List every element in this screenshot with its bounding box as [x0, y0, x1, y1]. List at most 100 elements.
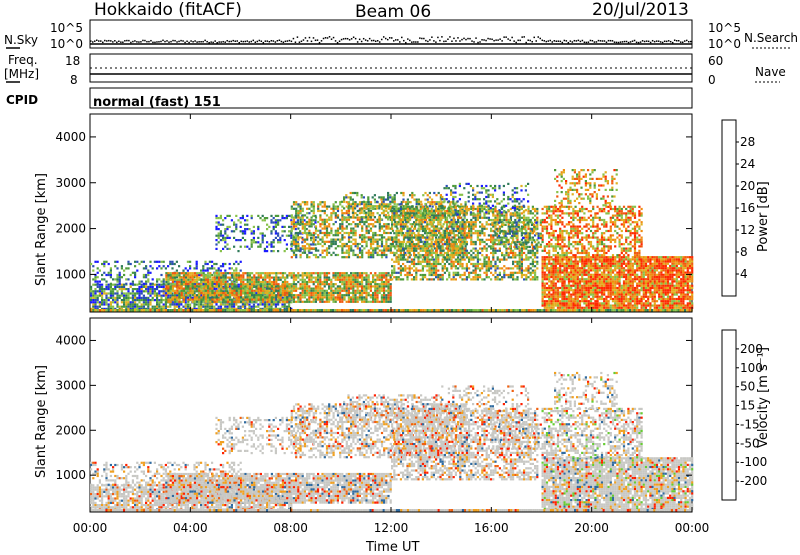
data-cell — [350, 216, 352, 218]
data-cell — [176, 279, 178, 281]
data-cell — [293, 228, 295, 230]
data-cell — [383, 288, 385, 290]
data-cell — [280, 285, 282, 287]
data-cell — [324, 296, 326, 298]
data-cell — [262, 290, 264, 292]
data-cell — [291, 230, 293, 232]
data-cell — [439, 215, 441, 217]
data-cell — [332, 299, 334, 301]
data-cell — [121, 299, 123, 301]
data-cell — [457, 261, 459, 263]
data-cell — [393, 252, 395, 254]
data-cell — [417, 223, 419, 225]
data-cell — [446, 232, 448, 234]
nsky-point — [471, 40, 473, 42]
data-cell — [453, 278, 455, 280]
data-cell — [411, 243, 413, 245]
data-cell — [240, 290, 242, 292]
data-cell — [249, 274, 251, 276]
data-cell — [341, 221, 343, 223]
nsky-point — [477, 42, 479, 44]
data-cell — [435, 206, 437, 208]
data-cell — [393, 232, 395, 234]
data-cell — [417, 219, 419, 221]
data-cell — [286, 281, 288, 283]
data-cell — [211, 288, 213, 290]
data-cell — [183, 272, 185, 274]
data-cell — [247, 285, 249, 287]
data-cell — [361, 256, 363, 258]
nsky-point — [140, 41, 142, 43]
data-cell — [291, 299, 293, 301]
nsky-point — [226, 40, 228, 42]
data-cell — [277, 283, 279, 285]
data-cell — [363, 223, 365, 225]
data-cell — [411, 241, 413, 243]
data-cell — [326, 236, 328, 238]
data-cell — [310, 292, 312, 294]
data-cell — [391, 221, 393, 223]
data-cell — [255, 241, 257, 243]
nsky-point — [546, 41, 548, 43]
data-cell — [310, 290, 312, 292]
data-cell — [134, 288, 136, 290]
data-cell — [453, 206, 455, 208]
data-cell — [200, 283, 202, 285]
data-cell — [165, 267, 167, 269]
data-cell — [433, 259, 435, 261]
data-cell — [411, 263, 413, 265]
data-cell — [355, 243, 357, 245]
data-cell — [372, 205, 374, 207]
data-cell — [385, 294, 387, 296]
data-cell — [352, 250, 354, 252]
data-cell — [240, 296, 242, 298]
data-cell — [356, 205, 358, 207]
data-cell — [288, 288, 290, 290]
data-cell — [453, 226, 455, 228]
data-cell — [112, 288, 114, 290]
data-cell — [319, 279, 321, 281]
data-cell — [121, 292, 123, 294]
data-cell — [277, 288, 279, 290]
data-cell — [253, 226, 255, 228]
data-cell — [277, 235, 279, 237]
data-cell — [317, 283, 319, 285]
nsky-point — [104, 40, 106, 42]
data-cell — [433, 234, 435, 236]
data-cell — [406, 219, 408, 221]
data-cell — [165, 279, 167, 281]
data-cell — [337, 279, 339, 281]
data-cell — [366, 221, 368, 223]
data-cell — [324, 228, 326, 230]
data-cell — [255, 281, 257, 283]
data-cell — [444, 232, 446, 234]
data-cell — [438, 230, 440, 232]
nsky-point — [578, 40, 580, 42]
data-cell — [363, 277, 365, 279]
data-cell — [207, 283, 209, 285]
data-cell — [231, 283, 233, 285]
data-cell — [385, 290, 387, 292]
data-cell — [291, 285, 293, 287]
data-cell — [402, 194, 404, 196]
data-cell — [295, 250, 297, 252]
data-cell — [346, 217, 348, 219]
data-cell — [178, 288, 180, 290]
data-cell — [172, 277, 174, 279]
data-cell — [215, 243, 217, 245]
nsky-point — [303, 39, 305, 41]
data-cell — [422, 274, 424, 276]
data-cell — [343, 296, 345, 298]
data-cell — [145, 265, 147, 267]
data-cell — [361, 194, 363, 196]
data-cell — [193, 303, 195, 305]
data-cell — [435, 265, 437, 267]
data-cell — [424, 199, 426, 201]
data-cell — [324, 301, 326, 303]
data-cell — [240, 217, 242, 219]
data-cell — [209, 281, 211, 283]
data-cell — [220, 283, 222, 285]
data-cell — [427, 199, 429, 201]
data-cell — [134, 299, 136, 301]
data-cell — [297, 239, 299, 241]
